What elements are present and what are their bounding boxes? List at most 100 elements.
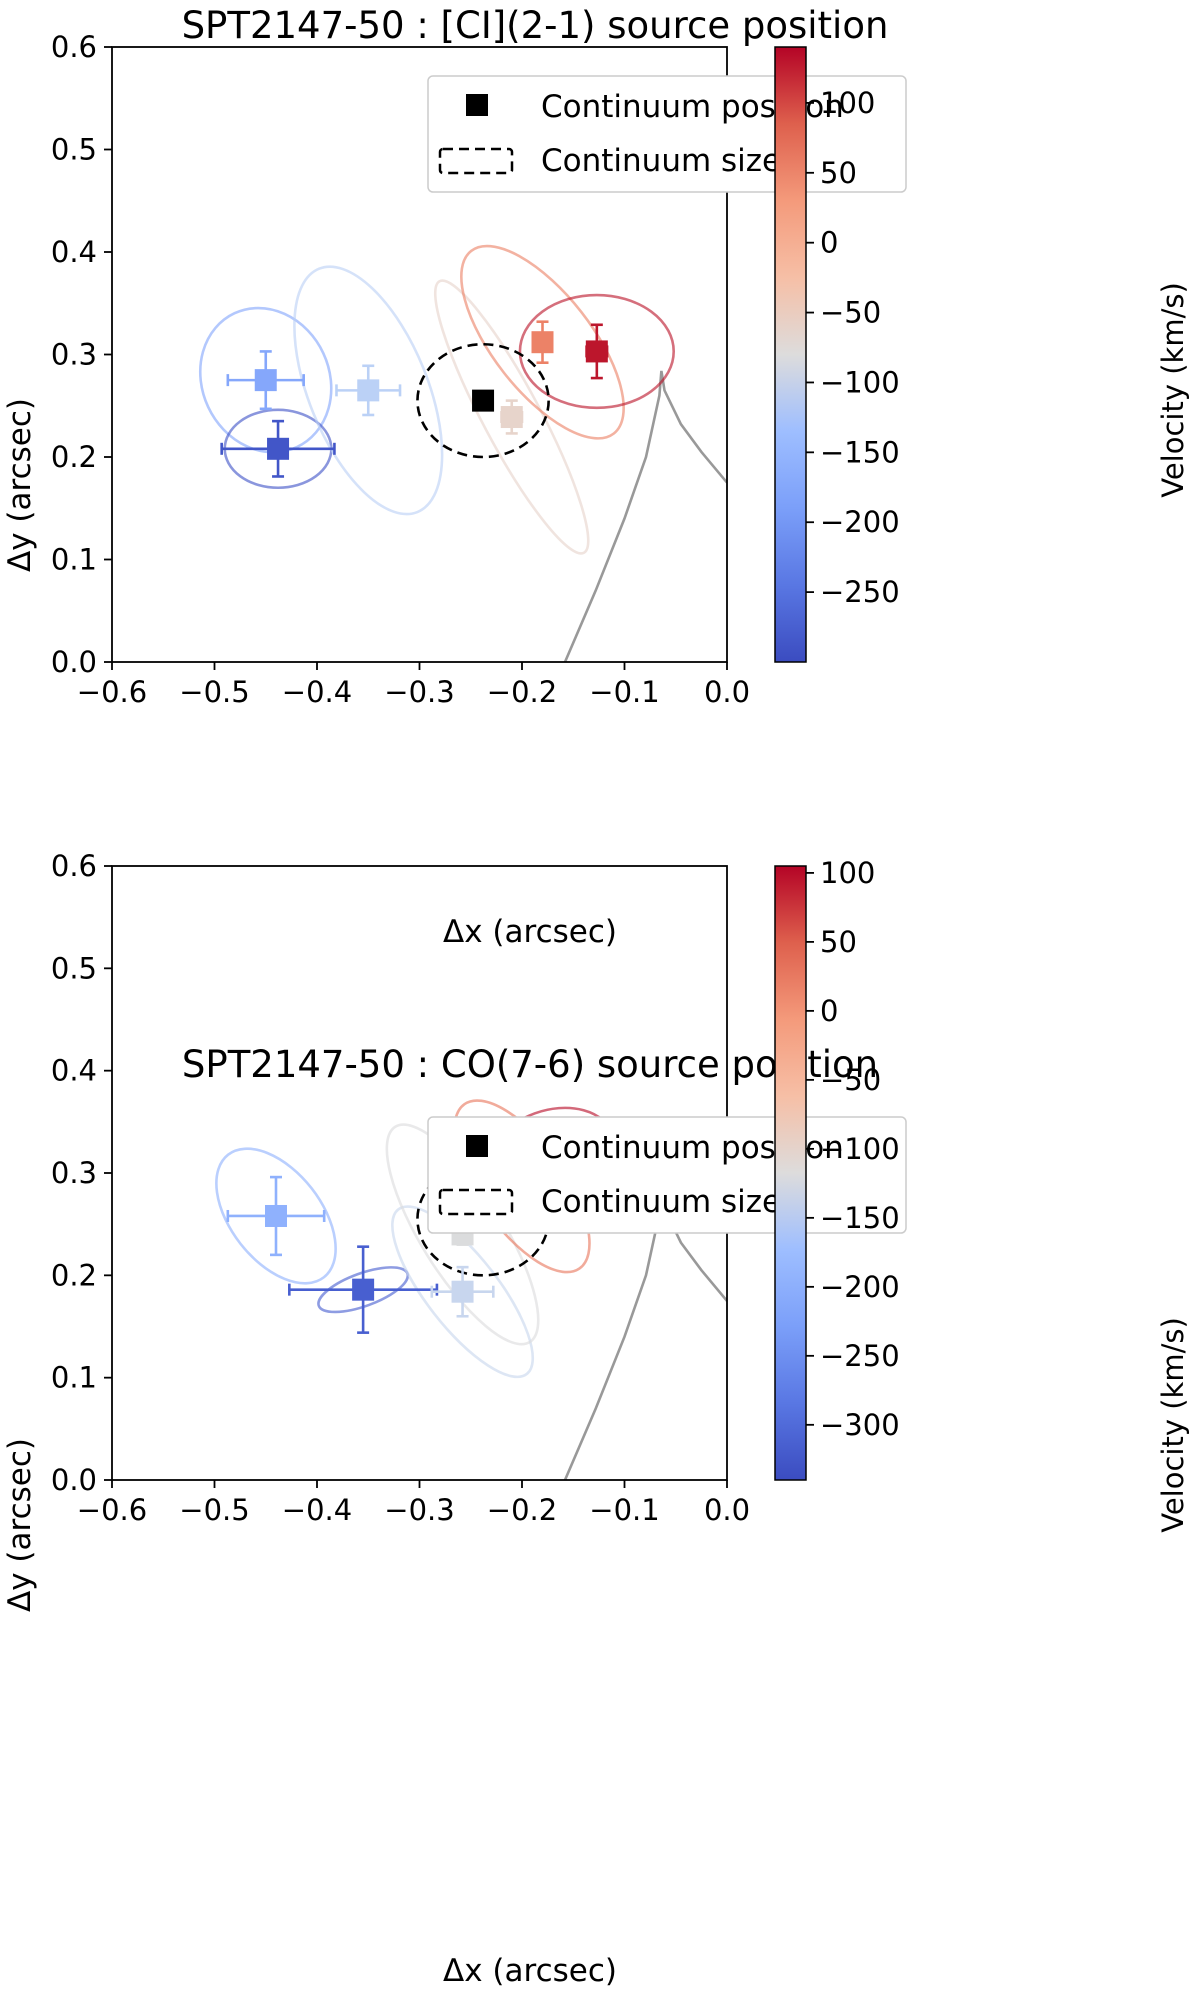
- colorbar-tick-label: −100: [820, 365, 900, 399]
- colorbar-gradient: [774, 865, 807, 1481]
- colorbar-tick-label: 50: [820, 156, 857, 190]
- y-tick-label: 0.3: [51, 1156, 97, 1190]
- y-tick-label: 0.3: [51, 338, 97, 372]
- legend-continuum-size-marker: [438, 147, 514, 175]
- x-tick-label: −0.5: [179, 675, 249, 709]
- x-tick-labels: −0.6 −0.5 −0.4 −0.3 −0.2 −0.1 0.0: [77, 1493, 750, 1527]
- colorbar-tick-label: −300: [820, 1408, 900, 1442]
- source-position-point: [430, 1265, 495, 1318]
- colorbar-tick-label: −250: [820, 1339, 900, 1373]
- colorbar-tick-label: −50: [820, 1063, 881, 1097]
- panel-ci21: SPT2147-50 : [CI](2-1) source position 0…: [2, 4, 1190, 950]
- y-tick-label: 0.6: [51, 849, 97, 883]
- chart-title: SPT2147-50 : CO(7-6) source position: [182, 1043, 878, 1086]
- legend-continuum-size-label: Continuum size: [541, 143, 781, 179]
- y-tick-label: 0.0: [51, 1463, 97, 1497]
- source-position-point: [288, 1245, 439, 1334]
- plot-content: [198, 244, 727, 662]
- x-axis-label: Δx (arcsec): [443, 1953, 617, 1989]
- x-tick-label: −0.6: [77, 675, 147, 709]
- colorbar-tick-label: 50: [820, 925, 857, 959]
- source-position-point: [335, 364, 402, 417]
- legend-continuum-position-marker: [466, 1135, 488, 1157]
- continuum-position-marker: [472, 389, 495, 412]
- source-position-point: [531, 320, 554, 365]
- y-tick-label: 0.5: [51, 133, 97, 167]
- colorbar-tick-label: 0: [820, 226, 838, 260]
- source-position-marker: [352, 1278, 375, 1301]
- colorbar: 100 50 0 −50 −100 −150 −200 −250 −300 Ve…: [774, 856, 1190, 1533]
- source-size-ellipse: [215, 1147, 337, 1285]
- colorbar-label: Velocity (km/s): [1156, 1317, 1190, 1533]
- x-tick-labels: −0.6 −0.5 −0.4 −0.3 −0.2 −0.1 0.0: [77, 675, 750, 709]
- y-tick-label: 0.5: [51, 951, 97, 985]
- x-tick-label: −0.2: [487, 1493, 557, 1527]
- colorbar-tick-label: 0: [820, 994, 838, 1028]
- colorbar-tick-label: −250: [820, 575, 900, 609]
- colorbar-tick-label: 100: [820, 856, 875, 890]
- colorbar-gradient: [774, 46, 807, 663]
- y-tick-label: 0.1: [51, 543, 97, 577]
- source-position-point: [220, 419, 336, 478]
- source-position-marker: [500, 406, 523, 429]
- continuum-size-ellipse: [416, 342, 550, 459]
- y-tick-label: 0.2: [51, 1258, 97, 1292]
- y-tick-label: 0.2: [51, 440, 97, 474]
- x-tick-label: −0.3: [384, 1493, 454, 1527]
- colorbar-tick-label: −200: [820, 1270, 900, 1304]
- x-tick-label: −0.1: [589, 1493, 659, 1527]
- y-tick-labels: 0.0 0.1 0.2 0.3 0.4 0.5 0.6: [51, 30, 97, 679]
- source-position-marker: [585, 340, 608, 363]
- colorbar-label: Velocity (km/s): [1156, 282, 1190, 498]
- plot-area: [104, 46, 728, 670]
- source-size-ellipse: [391, 1205, 535, 1379]
- x-tick-label: −0.6: [77, 1493, 147, 1527]
- y-tick-labels: 0.0 0.1 0.2 0.3 0.4 0.5 0.6: [51, 849, 97, 1497]
- legend-continuum-size-label: Continuum size: [541, 1184, 781, 1220]
- y-tick-label: 0.1: [51, 1361, 97, 1395]
- colorbar-tick-label: −200: [820, 505, 900, 539]
- colorbar-ticks: [806, 871, 814, 1426]
- x-tick-label: −0.4: [282, 1493, 352, 1527]
- source-size-ellipse: [518, 293, 676, 410]
- source-position-point: [500, 399, 524, 435]
- x-axis-label: Δx (arcsec): [443, 914, 617, 950]
- source-position-marker: [267, 437, 290, 460]
- x-tick-label: −0.3: [384, 675, 454, 709]
- caustic-curve: [563, 370, 727, 662]
- source-position-marker: [254, 369, 277, 392]
- source-position-marker: [531, 331, 554, 354]
- source-size-ellipse: [460, 244, 625, 440]
- y-tick-label: 0.4: [51, 1054, 97, 1088]
- source-position-point: [226, 350, 305, 411]
- source-position-point: [585, 323, 609, 380]
- y-tick-label: 0.4: [51, 235, 97, 269]
- panel-co76: SPT2147-50 : CO(7-6) source position 0.0…: [2, 849, 1190, 1989]
- chart-title: SPT2147-50 : [CI](2-1) source position: [182, 4, 889, 47]
- x-tick-label: −0.4: [282, 675, 352, 709]
- source-size-ellipse: [198, 306, 333, 454]
- source-position-marker: [451, 1280, 474, 1303]
- source-position-marker: [357, 379, 380, 402]
- x-tick-label: −0.1: [589, 675, 659, 709]
- x-tick-label: −0.5: [179, 1493, 249, 1527]
- x-tick-label: −0.2: [487, 675, 557, 709]
- colorbar-tick-label: −100: [820, 1132, 900, 1166]
- legend-continuum-position-marker: [466, 94, 488, 116]
- colorbar-tick-label: −150: [820, 435, 900, 469]
- y-tick-label: 0.0: [51, 645, 97, 679]
- colorbar-ticks: [806, 102, 814, 594]
- colorbar-tick-label: −150: [820, 1201, 900, 1235]
- colorbar-tick-label: 100: [820, 86, 875, 120]
- legend-continuum-size-marker: [438, 1188, 514, 1216]
- x-tick-label: 0.0: [704, 675, 750, 709]
- colorbar-tick-label: −50: [820, 296, 881, 330]
- source-position-marker: [265, 1204, 287, 1227]
- colorbar: 100 50 0 −50 −100 −150 −200 −250 Velocit…: [774, 46, 1190, 663]
- y-tick-label: 0.6: [51, 30, 97, 64]
- x-tick-label: 0.0: [704, 1493, 750, 1527]
- source-size-ellipse: [293, 265, 444, 516]
- y-axis-label: Δy (arcsec): [2, 1438, 38, 1612]
- source-size-ellipse: [433, 279, 590, 555]
